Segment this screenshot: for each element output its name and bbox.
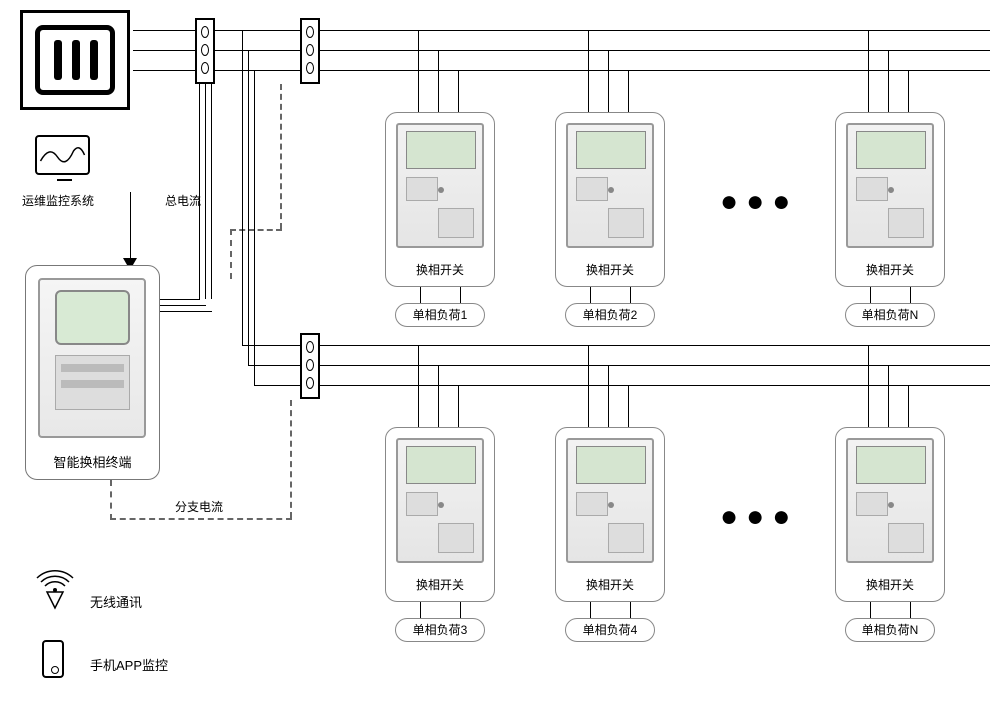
load-n2: 单相负荷N — [845, 618, 935, 642]
dashed-top-h — [230, 229, 282, 231]
switch-unit-n2: 换相开关 — [835, 427, 945, 602]
load-n1: 单相负荷N — [845, 303, 935, 327]
switch-label: 换相开关 — [386, 261, 494, 278]
r1u3-d1 — [868, 30, 869, 112]
ct-main — [195, 18, 215, 84]
switch-unit-4: 换相开关 — [555, 427, 665, 602]
ct1-v2 — [205, 84, 206, 299]
load-4: 单相负荷4 — [565, 618, 655, 642]
r1u3-d3 — [908, 70, 909, 112]
r2u3-d3 — [908, 385, 909, 427]
r1u2-d1 — [588, 30, 589, 112]
r2u2-d2 — [608, 365, 609, 427]
switch-label: 换相开关 — [556, 261, 664, 278]
r2u1-d2 — [438, 365, 439, 427]
dashed-bot-v2 — [110, 480, 112, 520]
r2u2-d1 — [588, 345, 589, 427]
load-2: 单相负荷2 — [565, 303, 655, 327]
dashed-top-v2 — [230, 229, 232, 279]
switch-label: 换相开关 — [386, 576, 494, 593]
bus-top-line3 — [133, 70, 990, 71]
switch-label: 换相开关 — [836, 576, 944, 593]
terminal-device: 智能换相终端 — [25, 265, 160, 480]
bus-top-line2 — [133, 50, 990, 51]
switch-unit-3: 换相开关 — [385, 427, 495, 602]
ct1-v3 — [211, 84, 212, 299]
load-1: 单相负荷1 — [395, 303, 485, 327]
r1u1-d3 — [458, 70, 459, 112]
ct-branch-bot — [300, 333, 320, 399]
ct1-h3 — [160, 311, 212, 312]
r2u2-d3 — [628, 385, 629, 427]
load-3: 单相负荷3 — [395, 618, 485, 642]
ct1-v1 — [199, 84, 200, 299]
switch-label: 换相开关 — [556, 576, 664, 593]
r1u1-d1 — [418, 30, 419, 112]
ct1-h2 — [160, 305, 206, 306]
transformer-icon — [20, 10, 130, 110]
r2u3-d2 — [888, 365, 889, 427]
ellipsis-row2: ●●● — [720, 500, 798, 534]
r2u3-d1 — [868, 345, 869, 427]
ct-branch-top — [300, 18, 320, 84]
branch-current-label: 分支电流 — [175, 498, 223, 515]
drop1 — [242, 30, 243, 345]
terminal-label: 智能换相终端 — [26, 452, 159, 471]
bus-bot-line2 — [248, 365, 990, 366]
bus-bot-line1 — [242, 345, 990, 346]
dashed-bot-h — [110, 518, 292, 520]
r2u1-d1 — [418, 345, 419, 427]
r1u1-d2 — [438, 50, 439, 112]
r1u2-d2 — [608, 50, 609, 112]
switch-unit-1: 换相开关 — [385, 112, 495, 287]
arrow-monitor-terminal — [130, 192, 131, 262]
dashed-top-v — [280, 84, 282, 229]
r2u1-d3 — [458, 385, 459, 427]
phone-icon — [42, 640, 64, 678]
bus-bot-line3 — [254, 385, 990, 386]
monitor-label: 运维监控系统 — [22, 192, 94, 209]
diagram-canvas: 运维监控系统 总电流 智能换相终端 分支电流 — [0, 0, 1000, 714]
r1u3-d2 — [888, 50, 889, 112]
drop3 — [254, 70, 255, 385]
ellipsis-row1: ●●● — [720, 185, 798, 219]
wireless-icon — [35, 570, 75, 610]
phone-label: 手机APP监控 — [90, 655, 168, 674]
switch-unit-n1: 换相开关 — [835, 112, 945, 287]
ct1-h1 — [160, 299, 200, 300]
monitor-icon — [35, 135, 90, 175]
r1u2-d3 — [628, 70, 629, 112]
switch-unit-2: 换相开关 — [555, 112, 665, 287]
dashed-bot-v — [290, 400, 292, 518]
wireless-label: 无线通讯 — [90, 592, 142, 611]
drop2 — [248, 50, 249, 365]
bus-top-line1 — [133, 30, 990, 31]
total-current-label: 总电流 — [165, 192, 201, 209]
switch-label: 换相开关 — [836, 261, 944, 278]
